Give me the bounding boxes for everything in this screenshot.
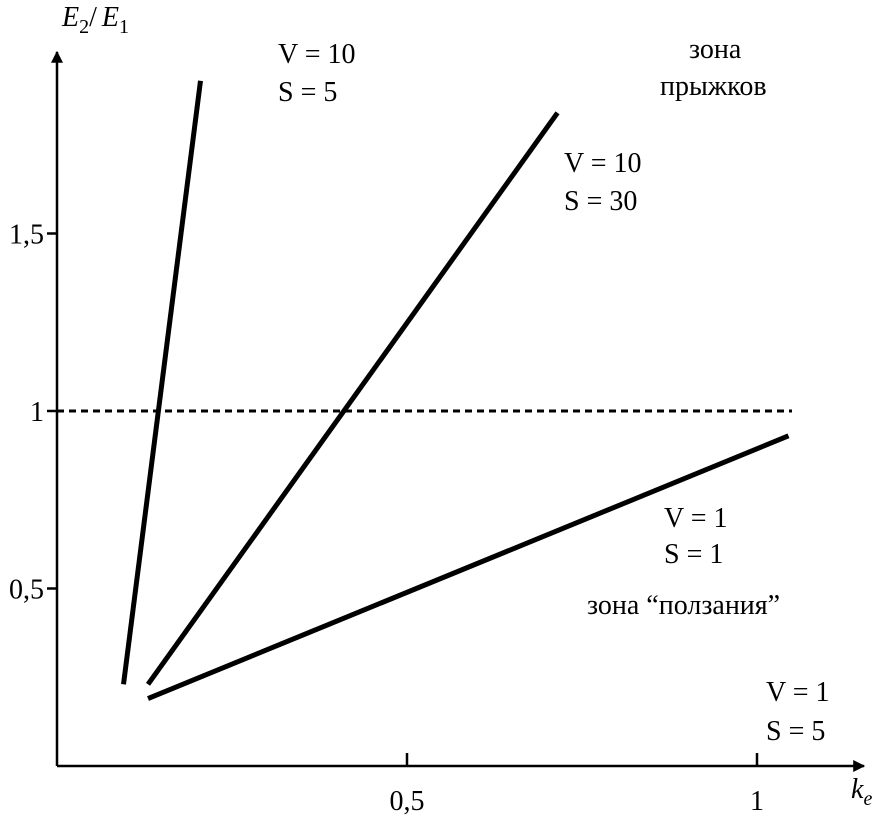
y-label-e-first: E: [61, 2, 79, 33]
y-axis-label: E2/E1: [61, 2, 129, 38]
series-line-v10-s30: [145, 111, 560, 686]
x-tick-label-1: 1: [750, 786, 764, 816]
series-line-v10-s5: [121, 80, 203, 685]
y-label-sub-second: 1: [119, 16, 129, 38]
annotation-v1-s1-line1: V = 1: [664, 503, 728, 534]
zone-jump-line2: прыжков: [660, 71, 767, 102]
x-label-sub: e: [863, 788, 872, 810]
x-label-main: k: [851, 774, 864, 805]
x-axis-label: ke: [851, 774, 872, 810]
y-tick-label-0: 0,5: [9, 575, 44, 606]
series-line-v1-s1: [147, 433, 790, 701]
y-label-slash: /: [89, 2, 97, 33]
annotation-v10-s30-line2: S = 30: [564, 186, 637, 217]
annotation-v10-s30-line1: V = 10: [564, 148, 642, 179]
annotation-v1-s5-line1: V = 1: [766, 677, 830, 708]
annotation-v1-s1-line2: S = 1: [664, 539, 723, 570]
annotation-v10-s5-line1: V = 10: [278, 39, 356, 70]
zone-crawl-label: зона “ползания”: [587, 590, 780, 621]
y-label-e-second: E: [101, 2, 119, 33]
tick-labels-group: 0,5 1 0,5 1 1,5: [9, 220, 764, 816]
zone-jump-line1: зона: [689, 34, 742, 65]
y-tick-label-2: 1,5: [9, 220, 44, 251]
x-tick-label-0: 0,5: [390, 786, 425, 816]
y-label-sub-first: 2: [79, 16, 89, 38]
y-tick-label-1: 1: [30, 397, 44, 428]
ticks-group: [47, 232, 759, 766]
annotation-v1-s5-line2: S = 5: [766, 716, 825, 747]
annotation-v10-s5-line2: S = 5: [278, 77, 337, 108]
